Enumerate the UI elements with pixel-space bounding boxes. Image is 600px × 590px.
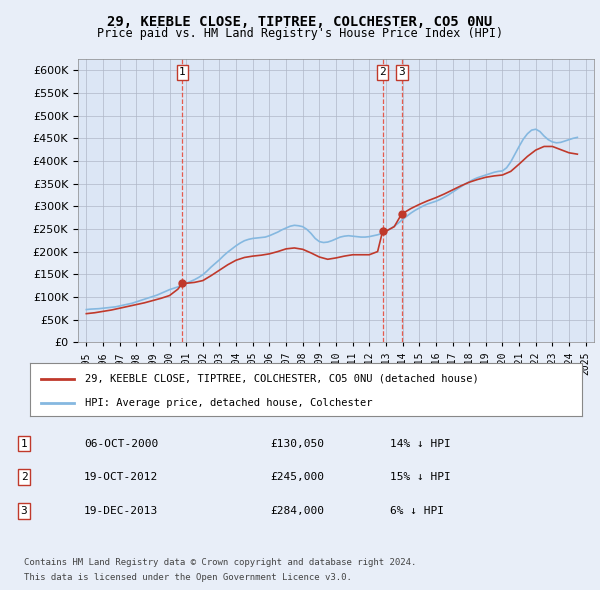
Text: 14% ↓ HPI: 14% ↓ HPI [390,438,451,448]
Text: 1: 1 [20,438,28,448]
Text: 2: 2 [379,67,386,77]
Text: 29, KEEBLE CLOSE, TIPTREE, COLCHESTER, CO5 0NU (detached house): 29, KEEBLE CLOSE, TIPTREE, COLCHESTER, C… [85,374,479,384]
Text: 29, KEEBLE CLOSE, TIPTREE, COLCHESTER, CO5 0NU: 29, KEEBLE CLOSE, TIPTREE, COLCHESTER, C… [107,15,493,29]
Text: 1: 1 [179,67,186,77]
Text: 3: 3 [398,67,405,77]
Text: 15% ↓ HPI: 15% ↓ HPI [390,472,451,482]
Text: 6% ↓ HPI: 6% ↓ HPI [390,506,444,516]
Text: Price paid vs. HM Land Registry's House Price Index (HPI): Price paid vs. HM Land Registry's House … [97,27,503,40]
Text: 3: 3 [20,506,28,516]
Text: This data is licensed under the Open Government Licence v3.0.: This data is licensed under the Open Gov… [24,573,352,582]
Text: Contains HM Land Registry data © Crown copyright and database right 2024.: Contains HM Land Registry data © Crown c… [24,558,416,566]
Text: 19-OCT-2012: 19-OCT-2012 [84,472,158,482]
Text: £245,000: £245,000 [270,472,324,482]
Text: HPI: Average price, detached house, Colchester: HPI: Average price, detached house, Colc… [85,398,373,408]
Text: 2: 2 [20,472,28,482]
Text: £130,050: £130,050 [270,438,324,448]
Text: £284,000: £284,000 [270,506,324,516]
Text: 06-OCT-2000: 06-OCT-2000 [84,438,158,448]
Text: 19-DEC-2013: 19-DEC-2013 [84,506,158,516]
